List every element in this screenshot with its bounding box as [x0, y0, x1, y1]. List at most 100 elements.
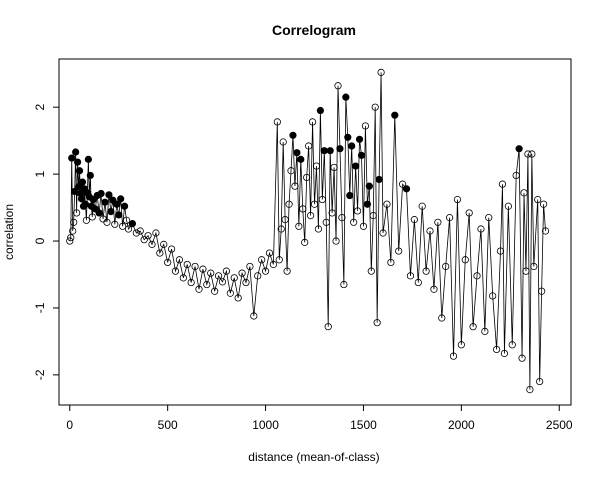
data-point [144, 232, 152, 240]
data-point [457, 341, 465, 349]
y-tick-label: 1 [33, 170, 47, 177]
y-tick-label: 0 [33, 237, 47, 244]
data-point [406, 272, 415, 280]
data-point [136, 227, 144, 235]
data-point-significant [78, 178, 87, 186]
data-point [218, 278, 227, 286]
data-point [230, 274, 238, 282]
data-point [254, 272, 262, 280]
data-point [167, 245, 176, 253]
data-point [124, 225, 133, 233]
data-point-significant [117, 195, 125, 203]
data-point [538, 287, 546, 295]
data-point [377, 68, 385, 76]
data-point [269, 260, 277, 269]
data-point [314, 225, 323, 233]
data-point-significant [365, 182, 373, 190]
data-point [504, 202, 512, 210]
data-point [410, 216, 418, 224]
data-point [310, 200, 319, 208]
data-point-significant [316, 106, 324, 115]
data-point-significant [289, 131, 297, 139]
data-point [373, 319, 381, 327]
data-point [353, 207, 362, 215]
data-point [70, 218, 78, 226]
data-point [306, 212, 315, 220]
data-point [334, 82, 342, 90]
data-point [534, 195, 542, 204]
data-point [539, 200, 548, 208]
data-point [328, 209, 336, 217]
x-tick-label: 2000 [448, 418, 475, 432]
y-tick-label: 2 [33, 104, 47, 111]
data-point [330, 163, 338, 172]
data-point [305, 142, 313, 150]
data-point [324, 323, 332, 331]
data-point [350, 218, 358, 226]
data-point-significant [348, 142, 356, 150]
data-point-significant [81, 200, 90, 208]
data-point [207, 269, 215, 277]
data-point [179, 274, 187, 282]
data-point-significant [297, 155, 305, 163]
data-point-significant [336, 145, 344, 153]
data-point [242, 278, 250, 287]
data-point [520, 189, 528, 197]
data-point [453, 195, 462, 204]
x-axis-label: distance (mean-of-class) [248, 450, 379, 464]
data-point [418, 202, 426, 210]
data-point [308, 118, 317, 126]
data-point [465, 209, 473, 217]
data-point [500, 349, 509, 358]
data-point-significant [391, 111, 399, 119]
data-point [526, 386, 534, 394]
data-point [275, 256, 283, 264]
data-point [461, 256, 469, 264]
series-layer [66, 68, 550, 394]
data-point-significant [346, 191, 354, 200]
data-point [73, 209, 81, 217]
x-tick-label: 1000 [252, 418, 279, 432]
data-point-significant [128, 220, 137, 228]
data-point [122, 216, 131, 224]
data-point [283, 267, 291, 275]
data-point [211, 287, 219, 295]
data-point-significant [77, 195, 86, 203]
data-point [446, 214, 454, 222]
y-axis-label: correlation [2, 204, 16, 260]
data-point-significant [357, 151, 366, 159]
data-point-significant [363, 200, 371, 208]
data-point-significant [107, 207, 115, 216]
data-point [518, 354, 526, 362]
series-line [69, 72, 546, 390]
data-point [496, 247, 505, 255]
data-point [171, 267, 180, 275]
data-point-significant [515, 145, 523, 153]
data-point-significant [342, 93, 350, 101]
data-point [148, 240, 156, 248]
data-point [508, 341, 516, 349]
data-point [473, 272, 481, 280]
data-point [164, 258, 172, 267]
data-point [359, 222, 368, 230]
data-point [69, 227, 77, 235]
data-point [530, 262, 538, 271]
data-point [291, 182, 299, 190]
data-point [299, 205, 307, 213]
data-point-significant [84, 155, 92, 163]
data-point [88, 213, 96, 221]
data-point [426, 227, 434, 235]
data-point [119, 222, 127, 230]
data-point-significant [105, 191, 113, 199]
data-point [318, 195, 326, 204]
data-point [273, 118, 281, 126]
x-tick-label: 2500 [546, 418, 573, 432]
data-point [111, 220, 119, 228]
data-point-significant [86, 171, 94, 180]
data-point [160, 240, 168, 248]
data-point [395, 247, 403, 255]
data-point [132, 229, 140, 237]
y-tick-label: -2 [33, 369, 47, 380]
data-point [183, 260, 191, 269]
